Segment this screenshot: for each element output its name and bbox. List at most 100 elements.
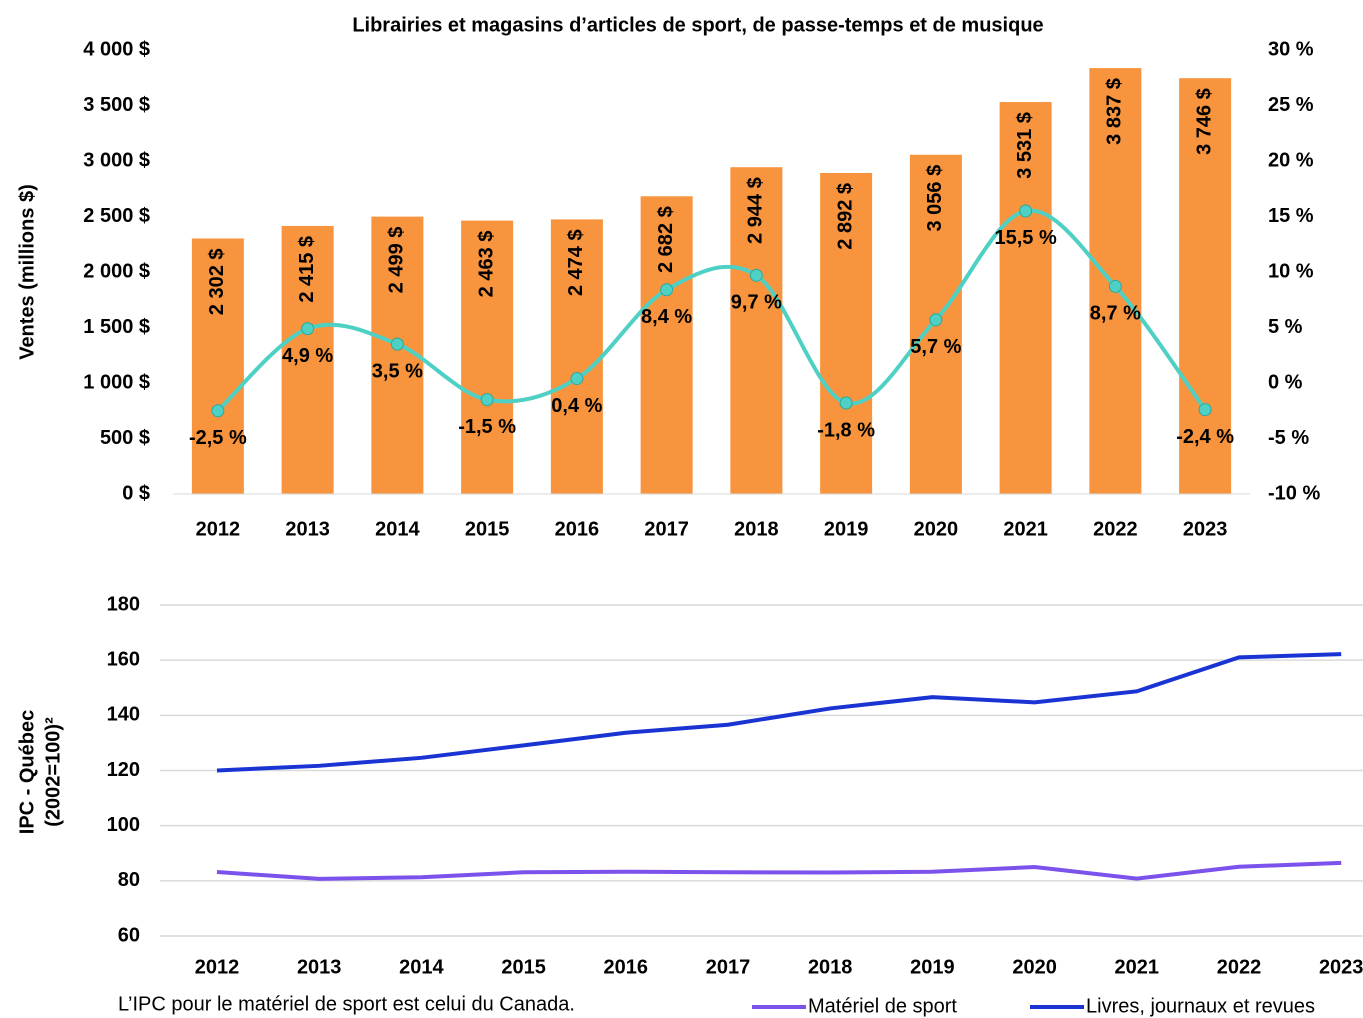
bar <box>820 172 873 494</box>
x-tick-label: 2023 <box>1183 518 1228 540</box>
y-tick-label: 140 <box>107 704 140 726</box>
line-point <box>211 404 225 418</box>
bar <box>1179 78 1232 494</box>
y-tick-label: 100 <box>107 814 140 836</box>
x-tick-label: 2016 <box>604 956 649 978</box>
bar-label: 3 056 $ <box>924 165 946 232</box>
x-tick-label: 2018 <box>808 956 853 978</box>
x-tick-label: 2020 <box>914 518 959 540</box>
x-tick-label: 2023 <box>1319 956 1363 978</box>
y-tick-label: 1 000 $ <box>83 371 150 393</box>
line-label: 8,7 % <box>1090 303 1141 325</box>
y2-tick-label: 0 % <box>1268 371 1303 393</box>
bar-label: 2 892 $ <box>834 183 856 250</box>
y-tick-label: 120 <box>107 759 140 781</box>
x-tick-label: 2018 <box>734 518 779 540</box>
line-point <box>660 283 674 297</box>
y-tick-label: 180 <box>107 593 140 615</box>
line-label: -2,4 % <box>1176 426 1234 448</box>
x-tick-label: 2013 <box>285 518 330 540</box>
x-tick-label: 2012 <box>195 956 240 978</box>
legend-label: Matériel de sport <box>808 995 957 1017</box>
bar <box>640 196 693 494</box>
y-tick-label: 3 000 $ <box>83 149 150 171</box>
bar <box>461 220 514 494</box>
bar <box>281 225 334 494</box>
bar-label: 2 302 $ <box>206 248 228 315</box>
line-label: 15,5 % <box>994 227 1056 249</box>
y-tick-label: 4 000 $ <box>83 38 150 60</box>
line <box>216 208 1207 413</box>
bar-label: 2 415 $ <box>296 236 318 303</box>
y2-tick-label: 15 % <box>1268 205 1314 227</box>
y-tick-label: 60 <box>118 924 140 946</box>
line-label: -2,5 % <box>189 427 247 449</box>
bar <box>191 238 244 494</box>
line-point <box>749 268 763 282</box>
y-tick-label: 80 <box>118 869 140 891</box>
bar-label: 3 746 $ <box>1193 88 1215 155</box>
x-tick-label: 2019 <box>824 518 869 540</box>
y-tick-label: 0 $ <box>122 482 150 504</box>
line <box>216 860 1342 881</box>
line-point <box>480 393 494 407</box>
y2-tick-label: 20 % <box>1268 149 1314 171</box>
line <box>216 652 1342 773</box>
x-tick-label: 2022 <box>1217 956 1262 978</box>
x-tick-label: 2014 <box>375 518 420 540</box>
x-tick-label: 2015 <box>501 956 546 978</box>
bar <box>999 102 1052 495</box>
y-axis-title: IPC - Québec <box>16 710 38 834</box>
bar-label: 2 463 $ <box>475 231 497 298</box>
x-tick-label: 2015 <box>465 518 510 540</box>
x-tick-label: 2021 <box>1003 518 1048 540</box>
y-axis-title: (2002=100)² <box>42 717 64 827</box>
line-label: -1,5 % <box>458 416 516 438</box>
bar-label: 2 499 $ <box>386 227 408 294</box>
line-label: 5,7 % <box>910 336 961 358</box>
y-tick-label: 3 500 $ <box>83 94 150 116</box>
y2-tick-label: -10 % <box>1268 482 1320 504</box>
line-point <box>929 313 943 327</box>
line-point <box>570 372 584 386</box>
x-tick-label: 2013 <box>297 956 342 978</box>
y-axis-title: Ventes (millions $) <box>16 184 38 360</box>
bar-label: 2 474 $ <box>565 229 587 296</box>
line-label: 9,7 % <box>731 292 782 314</box>
line-point <box>390 337 404 351</box>
y2-tick-label: 30 % <box>1268 38 1314 60</box>
bar-label: 2 682 $ <box>655 206 677 273</box>
chart-title: Librairies et magasins d’articles de spo… <box>352 14 1043 36</box>
bar <box>550 219 603 495</box>
y-tick-label: 160 <box>107 648 140 670</box>
bar-label: 2 944 $ <box>745 177 767 244</box>
x-tick-label: 2014 <box>399 956 444 978</box>
y-tick-label: 2 500 $ <box>83 205 150 227</box>
line-label: 3,5 % <box>372 360 423 382</box>
x-tick-label: 2021 <box>1115 956 1160 978</box>
y2-tick-label: 5 % <box>1268 316 1303 338</box>
x-tick-label: 2017 <box>706 956 751 978</box>
y-tick-label: 1 500 $ <box>83 316 150 338</box>
x-tick-label: 2020 <box>1012 956 1057 978</box>
line-point <box>301 322 315 336</box>
line-label: 8,4 % <box>641 306 692 328</box>
line-point <box>1198 403 1212 417</box>
x-tick-label: 2012 <box>196 518 241 540</box>
x-tick-label: 2016 <box>555 518 600 540</box>
y-tick-label: 500 $ <box>100 427 150 449</box>
line-point <box>1108 279 1122 293</box>
legend-label: Livres, journaux et revues <box>1086 995 1315 1017</box>
line-label: 4,9 % <box>282 345 333 367</box>
x-tick-label: 2017 <box>644 518 689 540</box>
y2-tick-label: 25 % <box>1268 94 1314 116</box>
y2-tick-label: 10 % <box>1268 260 1314 282</box>
y-tick-label: 2 000 $ <box>83 260 150 282</box>
bar-label: 3 837 $ <box>1104 78 1126 145</box>
line-point <box>1019 204 1033 218</box>
line-point <box>839 396 853 410</box>
line-label: -1,8 % <box>817 419 875 441</box>
line-label: 0,4 % <box>551 395 602 417</box>
footnote: L’IPC pour le matériel de sport est celu… <box>118 993 575 1015</box>
